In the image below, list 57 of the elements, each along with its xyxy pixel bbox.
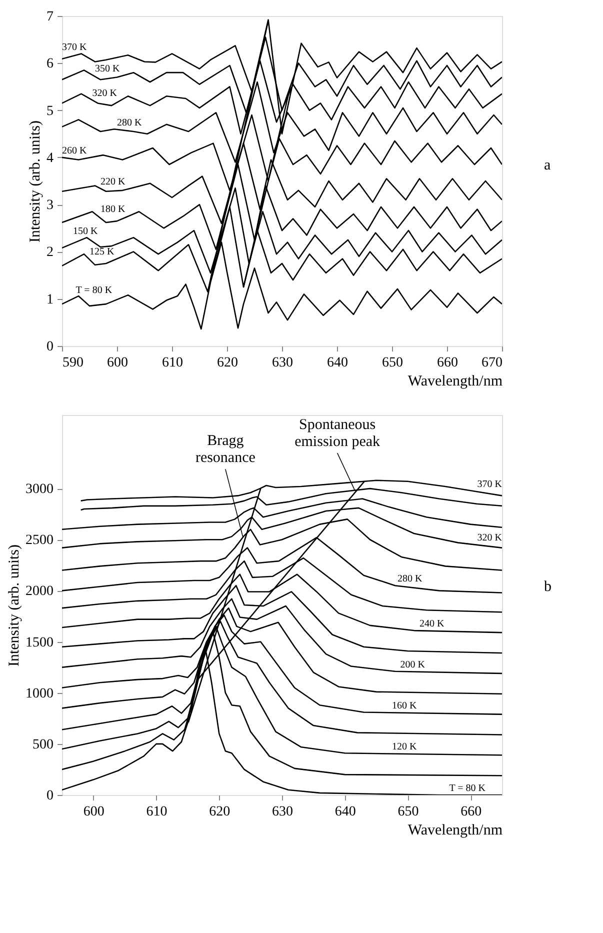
text: a: [544, 158, 551, 174]
y-tick-label: 3000: [26, 482, 54, 498]
x-axis-title: Wavelength/nm: [408, 822, 503, 838]
series-label: 370 K: [62, 42, 88, 54]
series-label: 280 K: [117, 117, 142, 128]
x-tick-label: 660: [460, 804, 482, 820]
y-tick-label: 7: [46, 10, 54, 24]
x-axis-title: Wavelength/nm: [408, 374, 503, 390]
annotation: Bragg resonance: [195, 433, 256, 466]
x-tick-label: 600: [107, 356, 128, 370]
series-label: 320 K: [477, 532, 503, 544]
y-tick-label: 3: [46, 198, 54, 214]
x-tick-label: 650: [382, 356, 403, 370]
series-label: 180 K: [100, 204, 126, 216]
y-tick-label: 1000: [26, 686, 54, 702]
series-label: 260 K: [62, 145, 88, 156]
x-tick-label: 610: [162, 356, 183, 370]
series-label: 370 K: [477, 479, 503, 490]
series-label: T = 80 K: [76, 285, 113, 296]
x-tick-label: 660: [437, 356, 458, 370]
y-tick-label: 6: [46, 56, 54, 72]
x-tick-label: 640: [327, 356, 348, 370]
x-tick-label: 650: [398, 804, 419, 820]
series-label: 120 K: [392, 742, 418, 753]
x-tick-label: 670: [482, 356, 502, 370]
series-label: 200 K: [400, 659, 426, 670]
x-tick-label: 610: [146, 804, 168, 820]
x-tick-label: 590: [62, 356, 84, 370]
y-tick-label: 4: [46, 150, 54, 166]
y-tick-label: 0: [46, 340, 54, 354]
y-axis-title: Intensity (arb. units): [6, 544, 22, 667]
x-tick-label: 640: [334, 804, 356, 820]
series-label: T = 80 K: [449, 783, 486, 794]
x-tick-label: 620: [217, 356, 238, 370]
y-tick-label: 0: [46, 788, 54, 804]
x-tick-label: 630: [272, 804, 293, 820]
x-tick-label: 630: [272, 356, 293, 370]
y-tick-label: 5: [46, 104, 54, 119]
y-tick-label: 500: [32, 737, 54, 752]
series-label: 240 K: [420, 618, 446, 630]
y-axis-title: Intensity (arb. units): [28, 120, 44, 243]
y-tick-label: 2000: [26, 584, 54, 600]
x-tick-label: 600: [83, 804, 104, 820]
y-tick-label: 2: [46, 245, 54, 260]
y-tick-label: 2500: [26, 533, 54, 548]
text: b: [544, 579, 552, 595]
series-label: 220 K: [100, 176, 126, 188]
series-label: 150 K: [73, 226, 98, 237]
annotation: Spontaneous emission peak: [294, 417, 381, 450]
series-label: 350 K: [95, 64, 120, 75]
x-tick-label: 620: [209, 804, 230, 820]
series-label: 160 K: [392, 700, 418, 712]
y-tick-label: 1: [46, 292, 54, 308]
y-tick-label: 1500: [26, 635, 54, 650]
series-label: 125 K: [90, 246, 115, 258]
series-label: 320 K: [92, 88, 118, 100]
series-label: 280 K: [398, 573, 424, 584]
